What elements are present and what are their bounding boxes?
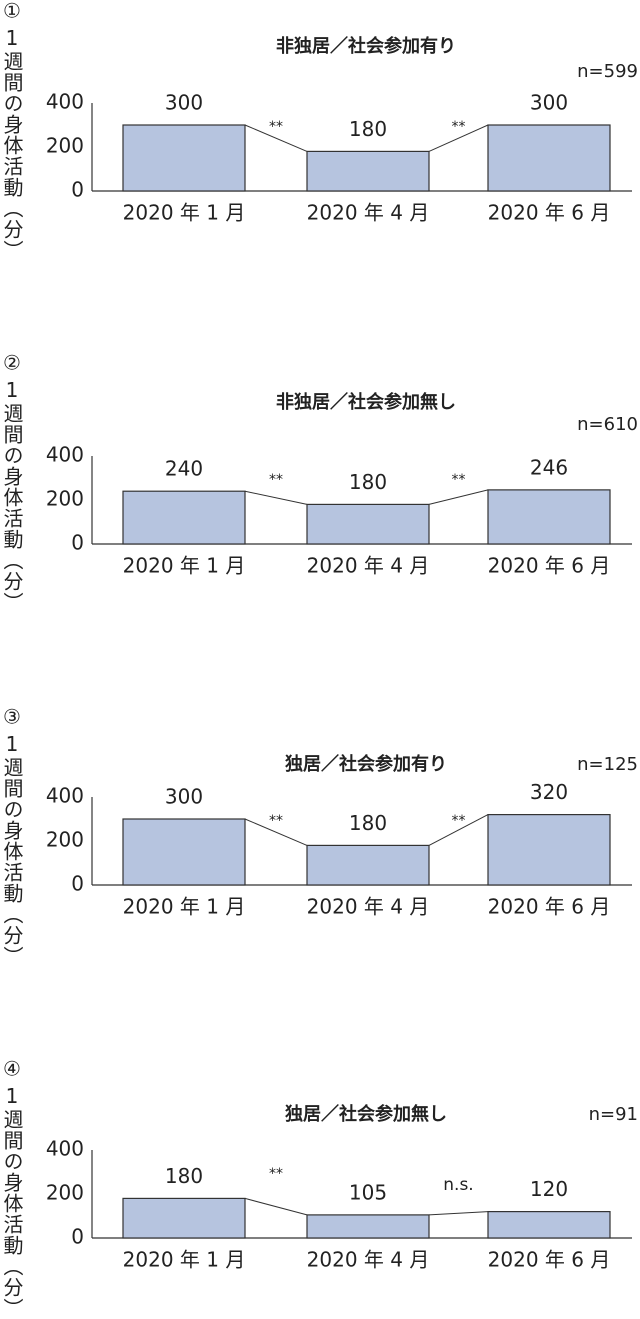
y-tick-label: 400 [46,784,84,808]
y-tick-label: 0 [71,872,84,896]
n-label: n=125 [577,754,638,775]
y-axis-label: 1週間の身体活動（分） [0,732,24,967]
connector [244,490,308,505]
significance-label: ** [269,119,283,135]
connector [428,814,489,846]
x-tick-label: 2020 年 4 月 [307,201,430,225]
significance-label: ** [269,813,283,829]
significance-label: ** [269,472,283,488]
data-label: 105 [349,1180,387,1204]
connector [428,1211,489,1216]
data-label: 180 [349,117,387,141]
y-tick-label: 400 [46,90,84,114]
n-label: n=610 [577,414,638,435]
bar [122,490,246,545]
y-tick-label: 400 [46,1137,84,1161]
connector [428,124,489,152]
n-label: n=91 [589,1104,638,1125]
bar [122,124,246,192]
y-tick-label: 200 [46,134,84,158]
bar [306,1214,430,1239]
significance-label: ** [452,119,466,135]
y-tick-label: 400 [46,443,84,467]
chart-title: 非独居／社会参加有り [276,35,456,57]
significance-label: ** [452,813,466,829]
x-tick-label: 2020 年 1 月 [123,895,246,919]
x-tick-label: 2020 年 4 月 [307,895,430,919]
bar [487,813,611,886]
y-axis-label: 1週間の身体活動（分） [0,1084,24,1319]
panel-label: ④ [3,1057,21,1081]
y-tick-label: 0 [71,178,84,202]
bar [122,818,246,886]
connector [244,1197,308,1216]
chart-title: 独居／社会参加有り [285,753,447,775]
x-tick-label: 2020 年 6 月 [488,201,611,225]
panel-label: ② [3,351,21,375]
x-tick-label: 2020 年 1 月 [123,554,246,578]
bar [306,150,430,192]
data-label: 300 [165,91,203,115]
connector [428,489,489,505]
x-tick-label: 2020 年 6 月 [488,895,611,919]
significance-label: n.s. [443,1175,473,1195]
x-tick-label: 2020 年 6 月 [488,1248,611,1272]
data-label: 180 [349,470,387,494]
data-label: 120 [530,1177,568,1201]
data-label: 180 [349,811,387,835]
connector [244,124,308,152]
x-tick-label: 2020 年 4 月 [307,554,430,578]
chart-title: 非独居／社会参加無し [276,391,456,413]
data-label: 180 [165,1164,203,1188]
panel-label: ① [3,0,21,23]
significance-label: ** [452,472,466,488]
chart-title: 独居／社会参加無し [285,1103,447,1125]
bar [306,503,430,545]
bar [487,124,611,192]
y-axis-label: 1週間の身体活動（分） [0,378,24,613]
x-tick-label: 2020 年 6 月 [488,554,611,578]
bar [306,844,430,886]
y-tick-label: 0 [71,531,84,555]
connector [244,818,308,846]
data-label: 300 [165,785,203,809]
y-tick-label: 0 [71,1225,84,1249]
bar [487,489,611,545]
bar [487,1210,611,1239]
x-tick-label: 2020 年 1 月 [123,1248,246,1272]
x-tick-label: 2020 年 1 月 [123,201,246,225]
n-label: n=599 [577,61,638,82]
data-label: 240 [165,457,203,481]
y-tick-label: 200 [46,487,84,511]
y-tick-label: 200 [46,828,84,852]
y-axis-label: 1週間の身体活動（分） [0,26,24,261]
data-label: 300 [530,91,568,115]
significance-label: ** [269,1166,283,1182]
panel-label: ③ [3,705,21,729]
x-tick-label: 2020 年 4 月 [307,1248,430,1272]
data-label: 320 [530,780,568,804]
y-tick-label: 200 [46,1181,84,1205]
data-label: 246 [530,455,568,479]
bar [122,1197,246,1239]
